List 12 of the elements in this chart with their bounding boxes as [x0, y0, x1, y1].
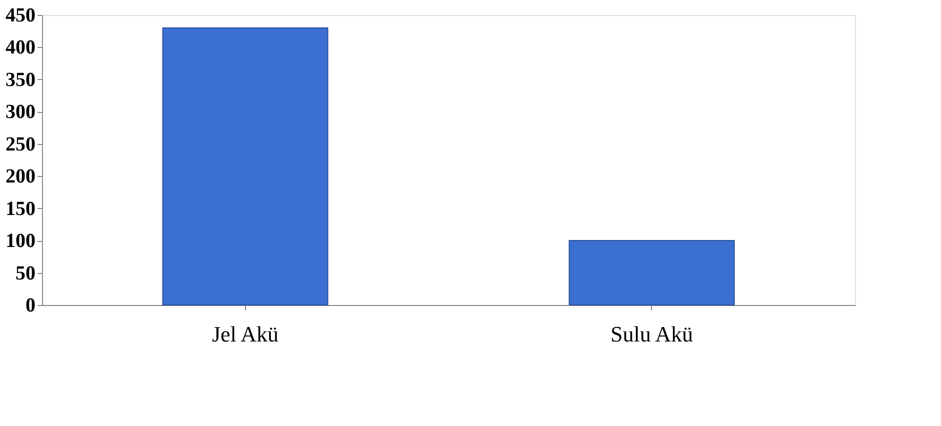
y-tick-label: 150	[6, 198, 36, 220]
x-tick-label: Jel Akü	[212, 322, 279, 346]
y-tick-label: 250	[6, 133, 36, 156]
y-tick-label: 50	[16, 262, 36, 284]
y-tick-label: 300	[6, 101, 36, 124]
y-tick-label: 350	[6, 68, 36, 91]
y-tick-label: 100	[6, 230, 36, 252]
y-tick-label: 400	[6, 36, 36, 59]
y-tick-label: 450	[6, 4, 36, 26]
y-tick-label: 200	[6, 166, 36, 188]
x-tick-label: Sulu Akü	[610, 322, 694, 346]
y-tick-label: 0	[26, 294, 36, 316]
